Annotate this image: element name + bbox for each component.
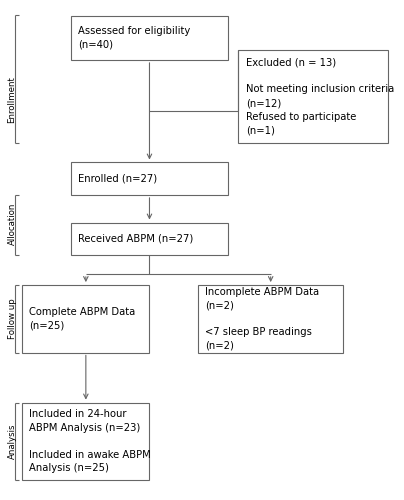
Bar: [71, 16, 228, 60]
Bar: [71, 162, 228, 195]
Text: Assessed for eligibility
(n=40): Assessed for eligibility (n=40): [78, 26, 190, 50]
Bar: [22, 402, 149, 480]
Text: Complete ABPM Data
(n=25): Complete ABPM Data (n=25): [29, 307, 136, 330]
Bar: [71, 222, 228, 255]
Text: Follow up: Follow up: [8, 298, 17, 339]
Bar: [238, 50, 388, 142]
Text: Enrollment: Enrollment: [8, 76, 17, 124]
Bar: [22, 285, 149, 352]
Text: Enrolled (n=27): Enrolled (n=27): [78, 174, 157, 184]
Text: Excluded (n = 13)

Not meeting inclusion criteria
(n=12)
Refused to participate
: Excluded (n = 13) Not meeting inclusion …: [246, 57, 394, 135]
Text: Allocation: Allocation: [8, 202, 17, 244]
Text: Analysis: Analysis: [8, 423, 17, 459]
Text: Included in 24-hour
ABPM Analysis (n=23)

Included in awake ABPM
Analysis (n=25): Included in 24-hour ABPM Analysis (n=23)…: [29, 409, 151, 474]
Bar: [198, 285, 343, 352]
Text: Received ABPM (n=27): Received ABPM (n=27): [78, 234, 193, 244]
Text: Incomplete ABPM Data
(n=2)

<7 sleep BP readings
(n=2): Incomplete ABPM Data (n=2) <7 sleep BP r…: [205, 286, 319, 351]
